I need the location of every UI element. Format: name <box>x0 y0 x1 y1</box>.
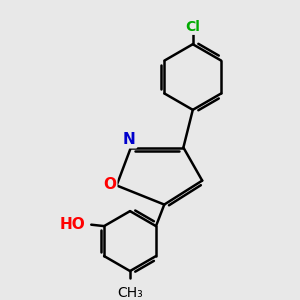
Text: N: N <box>123 132 136 147</box>
Text: Cl: Cl <box>185 20 200 34</box>
Text: HO: HO <box>60 217 86 232</box>
Text: O: O <box>103 176 116 191</box>
Text: CH₃: CH₃ <box>117 286 143 300</box>
